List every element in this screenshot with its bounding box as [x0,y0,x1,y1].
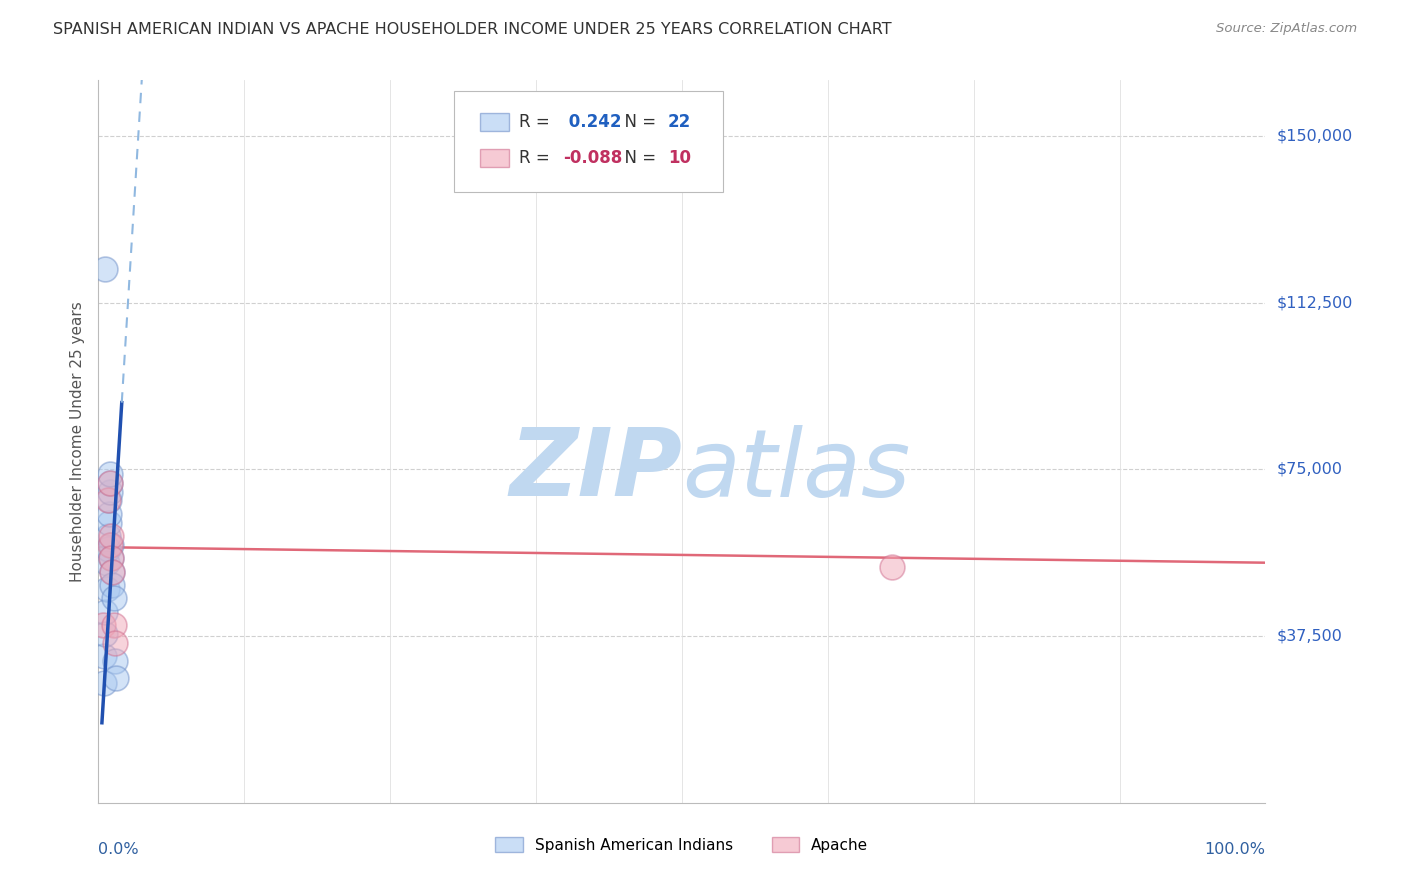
Point [100,529,122,543]
Text: N =: N = [614,149,662,168]
Point [94,262,117,277]
Point [98,475,121,490]
Point [97,542,120,557]
Text: R =: R = [519,113,554,131]
Point [104,671,127,685]
Bar [479,149,509,168]
Point [100,551,122,566]
Point [94,605,117,619]
Point [93,649,115,664]
Point [97,493,120,508]
Text: ZIP: ZIP [509,425,682,516]
Point [96,556,118,570]
Text: 22: 22 [668,113,692,131]
Point [96,582,118,597]
Point [98,467,121,481]
Point [97,493,120,508]
Text: 10: 10 [668,149,690,168]
Text: atlas: atlas [682,425,910,516]
Text: $150,000: $150,000 [1277,128,1353,144]
Point [103,618,125,632]
Text: N =: N = [614,113,662,131]
Text: 0.242: 0.242 [562,113,621,131]
Legend: Spanish American Indians, Apache: Spanish American Indians, Apache [488,829,876,860]
Text: SPANISH AMERICAN INDIAN VS APACHE HOUSEHOLDER INCOME UNDER 25 YEARS CORRELATION : SPANISH AMERICAN INDIAN VS APACHE HOUSEH… [53,22,891,37]
Text: $112,500: $112,500 [1277,295,1353,310]
FancyBboxPatch shape [454,91,723,193]
Point [101,565,124,579]
Text: R =: R = [519,149,554,168]
Point [98,538,121,552]
Point [91,618,114,632]
Text: Source: ZipAtlas.com: Source: ZipAtlas.com [1216,22,1357,36]
Y-axis label: Householder Income Under 25 years: Householder Income Under 25 years [69,301,84,582]
Point [93,675,115,690]
Text: $37,500: $37,500 [1277,629,1343,643]
Bar [479,113,509,131]
Point [104,653,127,667]
Point [97,529,120,543]
Text: 0.0%: 0.0% [98,842,139,856]
Point [101,565,124,579]
Point [100,538,122,552]
Point [100,551,122,566]
Point [97,507,120,521]
Point [880,560,903,574]
Text: $75,000: $75,000 [1277,462,1343,477]
Point [97,516,120,530]
Point [103,591,125,606]
Point [98,484,121,499]
Text: 100.0%: 100.0% [1205,842,1265,856]
Text: -0.088: -0.088 [562,149,621,168]
Point [98,475,121,490]
Point [94,627,117,641]
Point [101,578,124,592]
Point [104,636,127,650]
